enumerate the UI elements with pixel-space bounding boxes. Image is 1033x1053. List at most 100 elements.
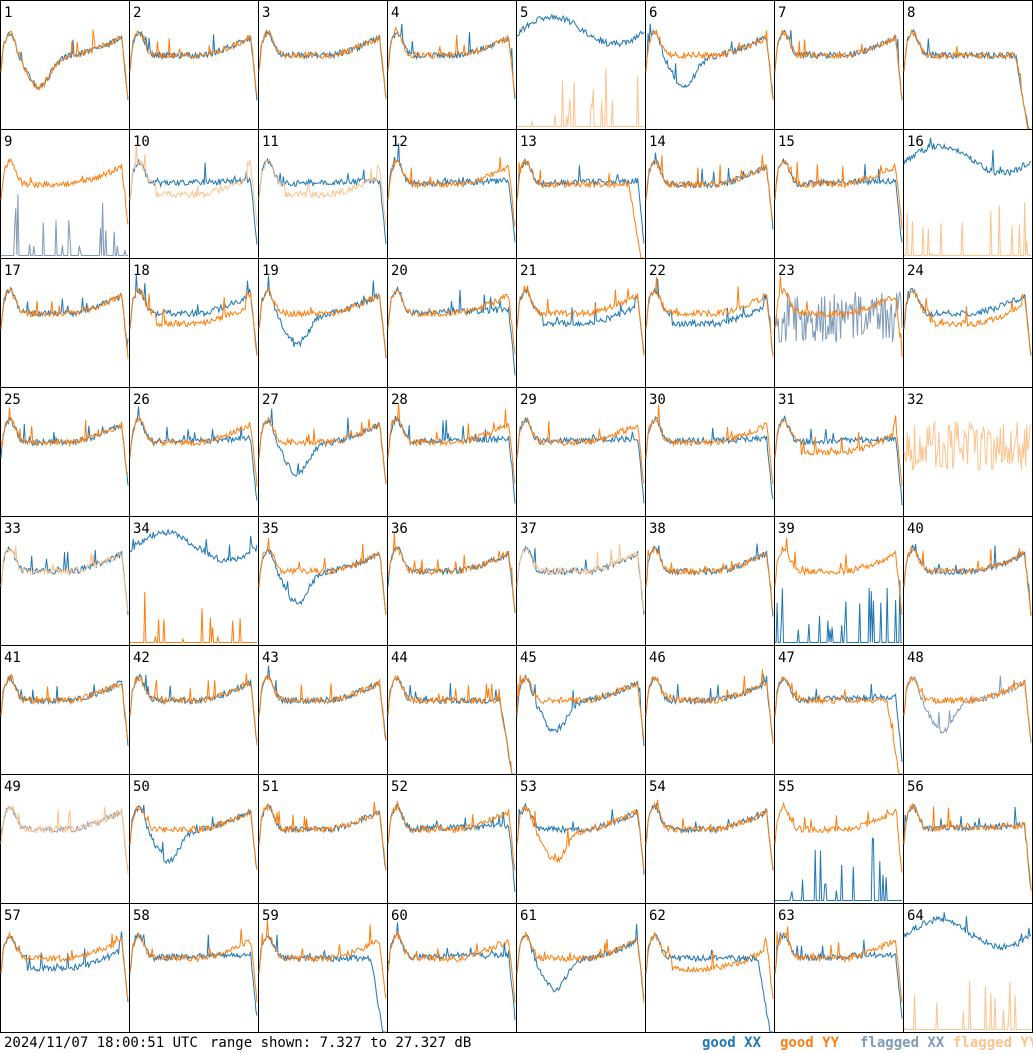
panel-label: 54 [649,779,666,795]
panel-label: 41 [4,650,21,666]
series-good-yy [258,416,387,485]
series-good-xx [258,547,387,615]
panel-frame [0,387,130,517]
panel-41: 41 [0,645,130,775]
series-good-yy [516,158,644,259]
panel-21: 21 [516,258,646,388]
panel-label: 32 [907,392,924,408]
series-good-yy [645,668,774,744]
series-good-yy [129,806,258,870]
panel-label: 33 [4,521,21,537]
panel-label: 12 [391,134,408,150]
panel-label: 26 [133,392,150,408]
panel-label: 47 [778,650,795,666]
series-flagged-yy [129,145,258,226]
panel-15: 15 [774,129,904,259]
panel-label: 55 [778,779,795,795]
panel-frame [387,129,517,259]
panel-frame [387,903,517,1033]
series-good-yy [387,26,516,96]
series-good-xx [387,415,516,504]
panel-frame [129,0,259,130]
panel-36: 36 [387,516,517,646]
panel-37: 37 [516,516,646,646]
panel-label: 1 [4,5,12,21]
series-good-yy [129,29,258,96]
legend-flagged-yy: flagged YY [953,1035,1033,1051]
panel-label: 5 [520,5,528,21]
panel-label: 61 [520,908,537,924]
panel-label: 22 [649,263,666,279]
panel-frame [645,387,775,517]
series-good-yy [516,418,645,484]
series-good-yy [774,537,903,616]
panel-5: 5 [516,0,646,130]
series-good-xx [775,580,902,643]
panel-label: 64 [907,908,924,924]
panel-frame [258,516,388,646]
panel-frame [516,516,646,646]
series-good-xx [774,931,903,1019]
series-good-yy [258,29,387,99]
panel-label: 28 [391,392,408,408]
series-good-yy [645,931,774,1000]
panel-label: 52 [391,779,408,795]
panel-60: 60 [387,903,517,1033]
series-good-yy [774,28,903,100]
series-good-yy [258,288,387,358]
panel-55: 55 [774,774,904,904]
panel-label: 53 [520,779,537,795]
panel-label: 16 [907,134,924,150]
series-good-yy [903,545,1032,616]
panel-52: 52 [387,774,517,904]
series-good-yy [129,288,258,356]
panel-label: 34 [133,521,150,537]
panel-frame [258,903,388,1033]
panel-frame [387,0,517,130]
series-good-yy [516,806,645,872]
panel-9: 9 [0,129,130,259]
panel-40: 40 [903,516,1033,646]
series-good-yy [0,157,129,225]
series-good-yy [774,675,902,775]
series-good-yy [130,591,257,643]
panel-frame [903,0,1033,130]
panel-label: 20 [391,263,408,279]
series-good-xx [903,804,1032,890]
panel-label: 9 [4,134,12,150]
series-good-yy [903,675,1032,742]
panel-frame [516,774,646,904]
panel-11: 11 [258,129,388,259]
panel-32: 32 [903,387,1033,517]
panel-label: 17 [4,263,21,279]
range-label: range shown: 7.327 to 27.327 dB [210,1035,472,1051]
panel-label: 19 [262,263,279,279]
series-good-yy [903,803,1032,891]
panel-frame [387,387,517,517]
panel-56: 56 [903,774,1033,904]
series-good-yy [0,932,129,1000]
series-flagged-yy [0,804,129,875]
panel-frame [0,129,130,259]
panel-27: 27 [258,387,388,517]
panel-8: 8 [903,0,1033,130]
panel-frame [645,516,775,646]
panel-frame [774,645,904,775]
series-good-xx [645,803,774,871]
series-good-yy [387,289,516,355]
panel-label: 27 [262,392,279,408]
panel-frame [774,774,904,904]
panel-label: 35 [262,521,279,537]
series-good-yy [129,415,258,487]
series-good-xx [129,406,258,501]
panel-63: 63 [774,903,904,1033]
panel-31: 31 [774,387,904,517]
panel-frame [903,774,1033,904]
series-good-xx [645,278,774,354]
series-good-xx [387,23,516,100]
series-good-xx [516,923,645,999]
panel-label: 38 [649,521,666,537]
panel-61: 61 [516,903,646,1033]
panel-label: 50 [133,779,150,795]
